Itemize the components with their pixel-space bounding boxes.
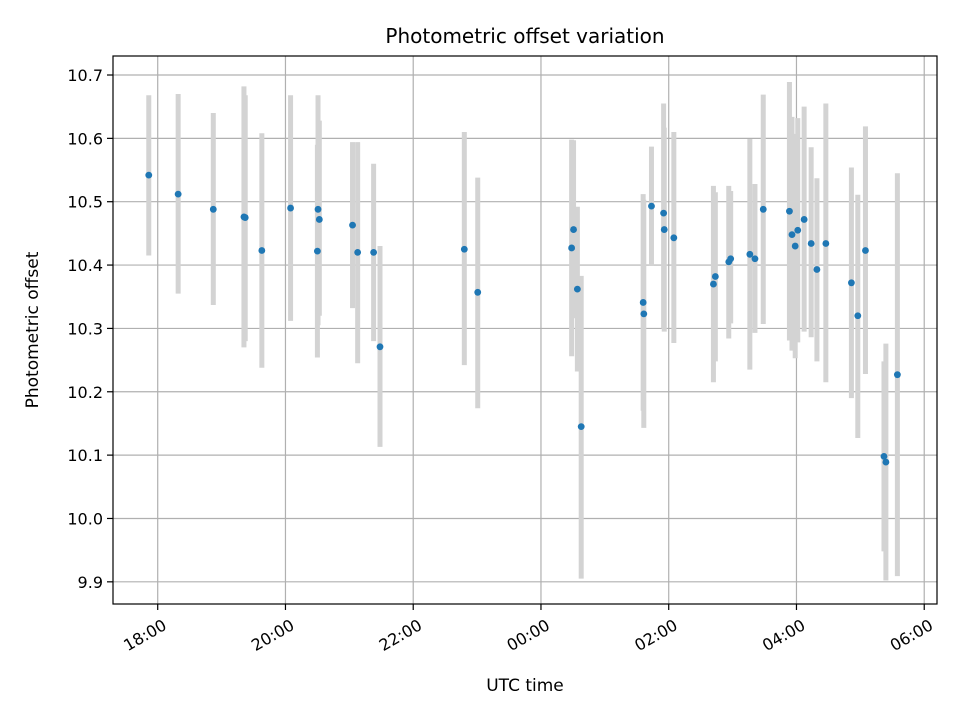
y-tick-label: 10.6 (67, 129, 103, 148)
x-tick-label: 04:00 (759, 615, 808, 655)
data-point (315, 216, 323, 223)
data-point (882, 458, 890, 466)
y-tick-label: 10.4 (67, 256, 103, 275)
data-point (893, 371, 901, 379)
x-tick-label: 06:00 (887, 615, 936, 655)
y-axis: 9.9 10.0 10.1 10.2 10.3 10.4 10.5 10.6 10.7 (67, 66, 113, 592)
data-point (862, 247, 869, 254)
chart-title: Photometric offset variation (385, 24, 664, 48)
x-axis-title: UTC time (486, 676, 564, 696)
data-point (854, 312, 862, 320)
data-point (660, 209, 668, 217)
data-point (639, 299, 647, 306)
data-point (848, 279, 855, 287)
y-tick-label: 10.5 (67, 193, 103, 212)
plot-frame (112, 55, 938, 605)
data-point (258, 247, 266, 254)
data-point (800, 216, 808, 223)
x-tick-label: 02:00 (631, 615, 680, 655)
data-point (370, 248, 378, 256)
y-tick-label: 9.9 (78, 573, 103, 592)
data-point (880, 452, 888, 460)
data-point (660, 226, 668, 233)
data-point (640, 310, 648, 318)
data-point (791, 242, 799, 250)
y-tick-label: 10.3 (67, 319, 103, 338)
data-point (648, 202, 655, 210)
data-point (570, 226, 577, 233)
data-point (670, 234, 678, 242)
data-point (568, 244, 576, 252)
y-tick-label: 10.1 (67, 446, 103, 465)
data-point (174, 190, 182, 198)
data-point (573, 285, 581, 293)
data-point (794, 226, 802, 234)
data-point (314, 205, 322, 213)
y-tick-label: 10.7 (67, 66, 103, 85)
data-point (807, 240, 815, 247)
y-tick-label: 10.2 (67, 383, 103, 402)
x-tick-label: 20:00 (248, 615, 297, 655)
data-point (349, 221, 356, 229)
data-point (727, 255, 735, 263)
data-point (287, 204, 294, 212)
x-tick-label: 18:00 (120, 615, 169, 655)
data-point (788, 231, 796, 239)
data-point (813, 266, 821, 273)
x-axis: 18:00 20:00 22:00 00:00 02:00 04:00 06:00 (120, 604, 936, 655)
x-tick-label: 00:00 (504, 615, 553, 655)
data-point (376, 343, 384, 351)
data-point (822, 240, 830, 247)
y-tick-label: 10.0 (67, 509, 103, 528)
data-points (145, 171, 901, 466)
x-tick-label: 22:00 (376, 615, 425, 655)
data-point (145, 171, 153, 179)
data-point (710, 280, 717, 288)
data-point (759, 205, 767, 213)
data-point (460, 245, 468, 253)
data-point (786, 207, 793, 215)
data-point (241, 214, 249, 221)
data-point (746, 250, 754, 258)
data-point (209, 205, 217, 213)
data-point (711, 273, 719, 280)
data-point (577, 423, 585, 431)
data-point (474, 288, 482, 296)
error-bars (146, 81, 900, 581)
data-point (751, 255, 759, 263)
data-point (314, 247, 321, 255)
data-point (354, 248, 362, 256)
y-axis-title: Photometric offset (23, 251, 43, 408)
